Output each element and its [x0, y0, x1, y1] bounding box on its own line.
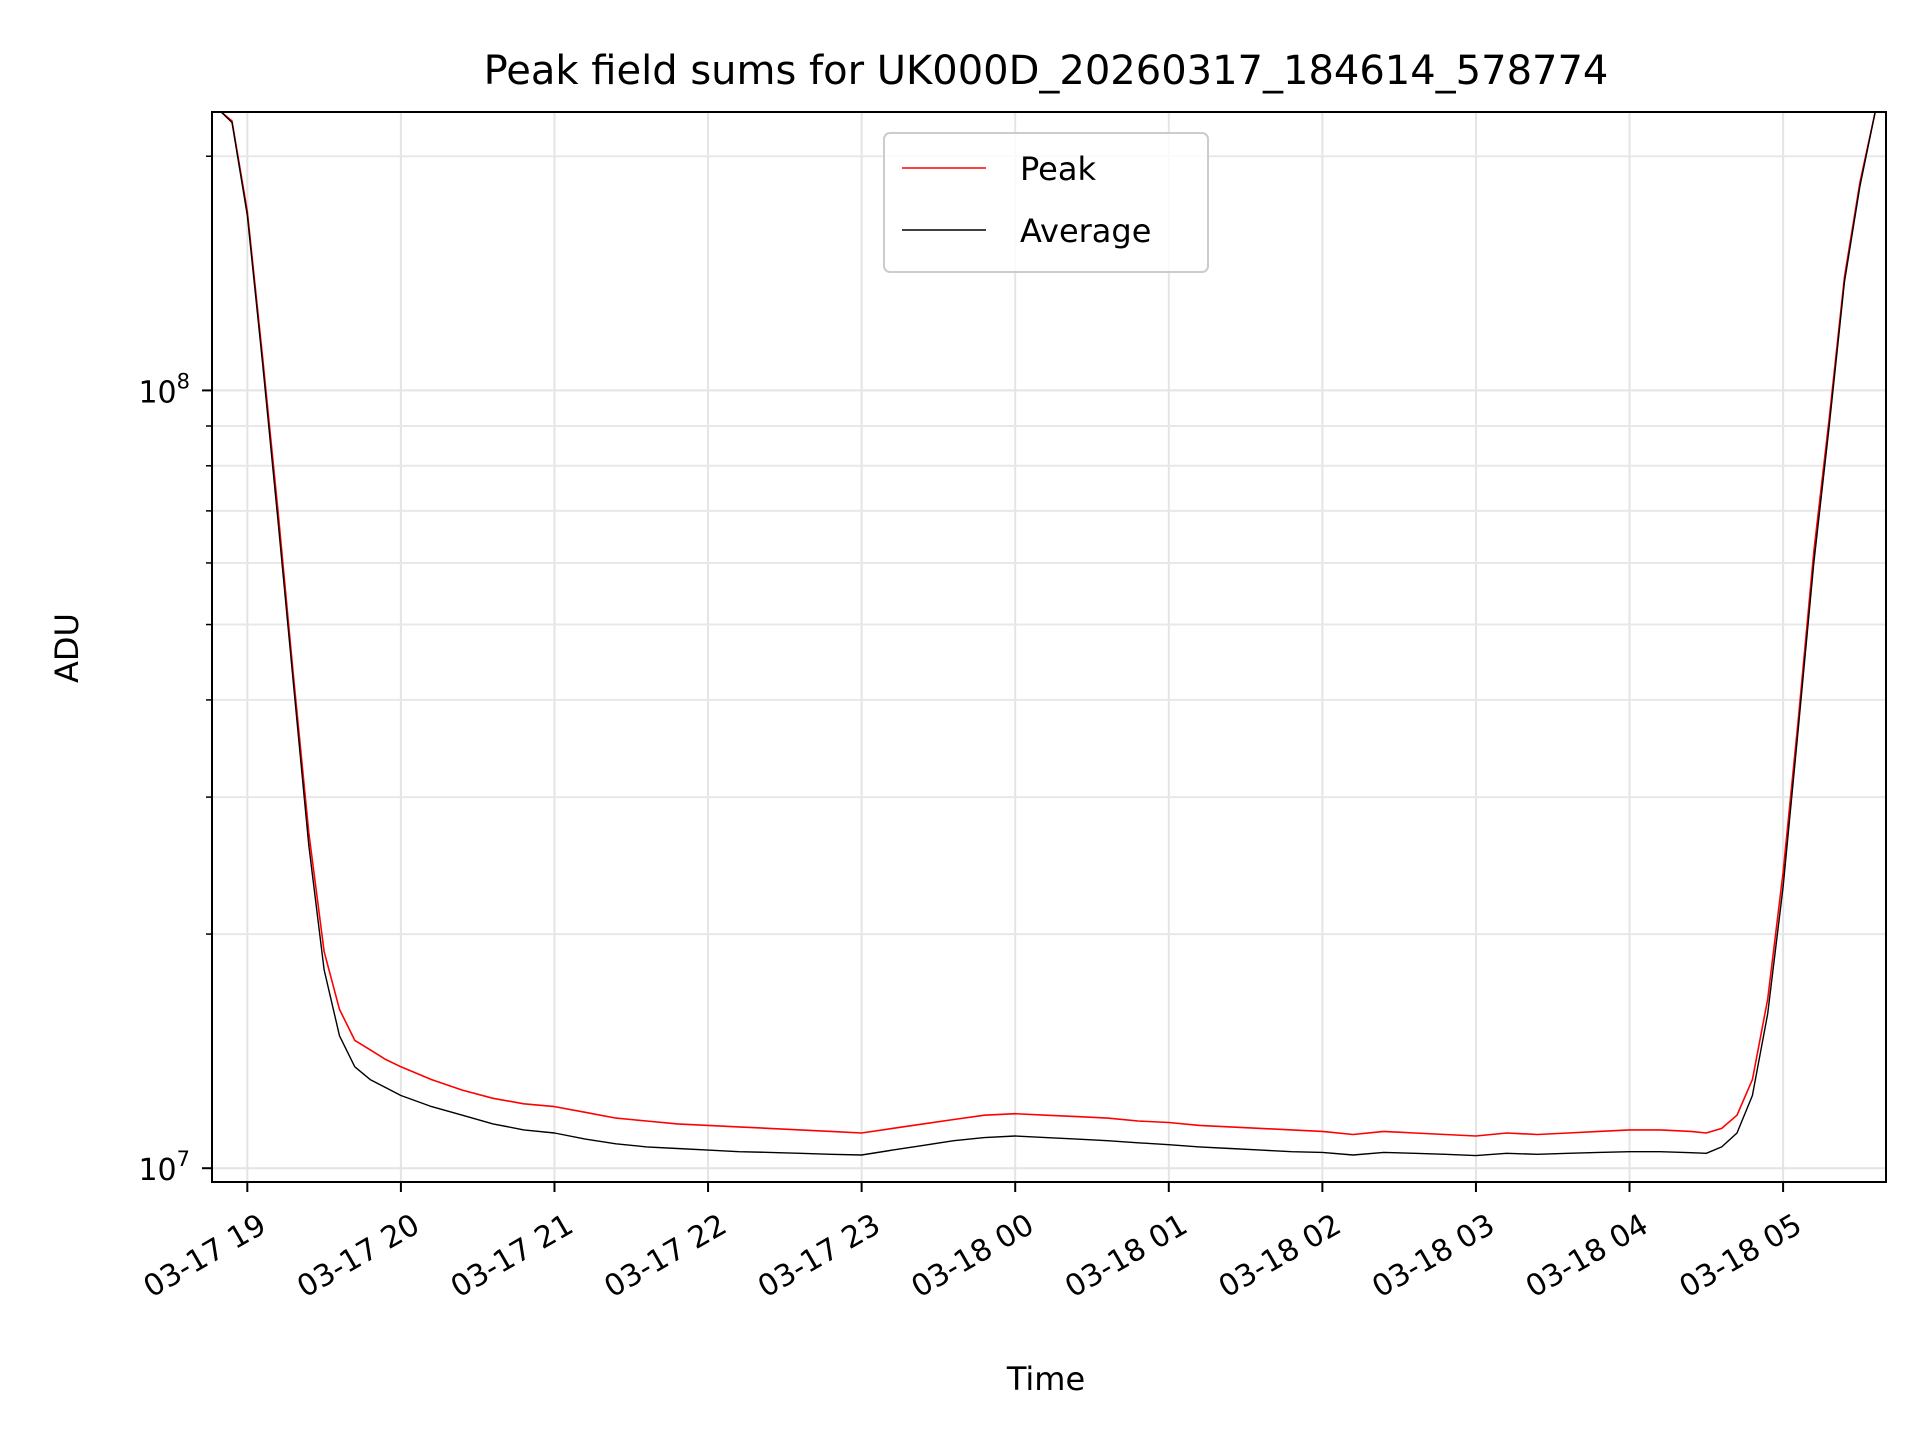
plot-frame [211, 111, 1887, 1183]
legend-average-label: Average [1020, 212, 1151, 250]
series-line-average [212, 112, 1886, 1157]
x-axis-label: Time [1006, 1360, 1085, 1398]
y-axis: 107 108 [138, 155, 212, 1188]
chart-title: Peak field sums for UK000D_20260317_1846… [484, 48, 1609, 94]
y-tick-label: 108 [138, 369, 190, 410]
series-line-peak [212, 112, 1886, 1137]
grid [212, 112, 1886, 1182]
legend: Peak Average [883, 132, 1209, 273]
y-axis-label: ADU [48, 613, 86, 683]
plot-lines [212, 112, 1886, 1157]
y-tick-label: 107 [138, 1147, 190, 1188]
legend-peak-label: Peak [1020, 150, 1096, 188]
